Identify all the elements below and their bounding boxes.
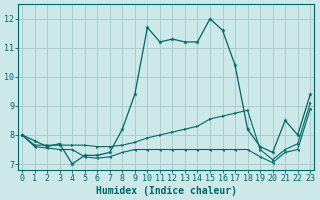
X-axis label: Humidex (Indice chaleur): Humidex (Indice chaleur) — [96, 186, 237, 196]
